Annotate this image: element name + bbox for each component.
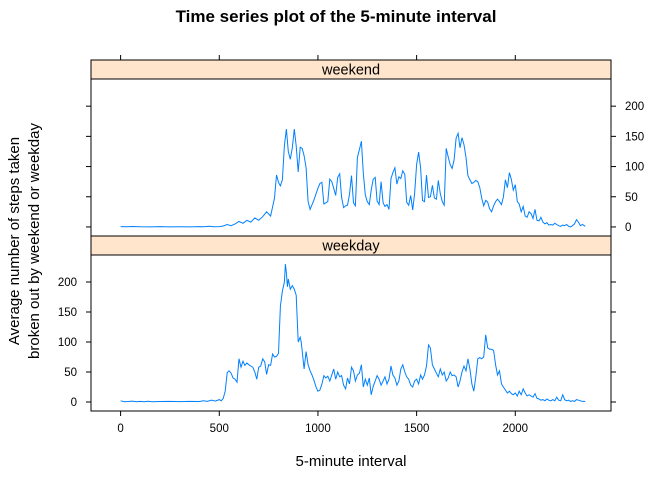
chart-title: Time series plot of the 5-minute interva… — [176, 7, 497, 26]
panel-frame-weekend — [90, 78, 612, 237]
series-line-weekend — [120, 129, 586, 228]
strip-label-weekday: weekday — [321, 239, 380, 255]
panel-frame-weekday — [90, 254, 612, 412]
x-tick-label: 0 — [117, 423, 123, 435]
axes: 0 500 1000 1500 2000 0 0 50 50 100 100 150 150 200 200 — [58, 55, 644, 435]
x-tick-label: 1500 — [404, 423, 430, 435]
y-tick-label-weekend: 100 — [625, 162, 644, 174]
y-axis-label-line-1: Average number of steps taken — [6, 137, 23, 345]
y-tick-label-weekday: 0 — [71, 397, 77, 409]
y-tick-label-weekday: 150 — [58, 307, 77, 319]
panel-weekday: weekday — [90, 235, 612, 412]
x-tick-label: 1000 — [305, 423, 331, 435]
series-line-weekday — [120, 263, 586, 403]
y-tick-label-weekday: 100 — [58, 337, 77, 349]
y-tick-label-weekday: 50 — [64, 367, 77, 379]
y-axis-label-line-2: broken out by weekend or weekday — [26, 123, 43, 359]
x-tick-label: 2000 — [502, 423, 528, 435]
y-tick-label-weekend: 150 — [625, 131, 644, 143]
y-tick-label-weekend: 50 — [625, 192, 638, 204]
panel-weekend: weekend — [90, 59, 612, 237]
x-axis-label: 5-minute interval — [296, 453, 407, 470]
y-tick-label-weekend: 0 — [625, 222, 631, 234]
x-tick-label: 500 — [210, 423, 229, 435]
strip-label-weekend: weekend — [321, 63, 380, 79]
y-tick-label-weekday: 200 — [58, 277, 77, 289]
y-tick-label-weekend: 200 — [625, 101, 644, 113]
